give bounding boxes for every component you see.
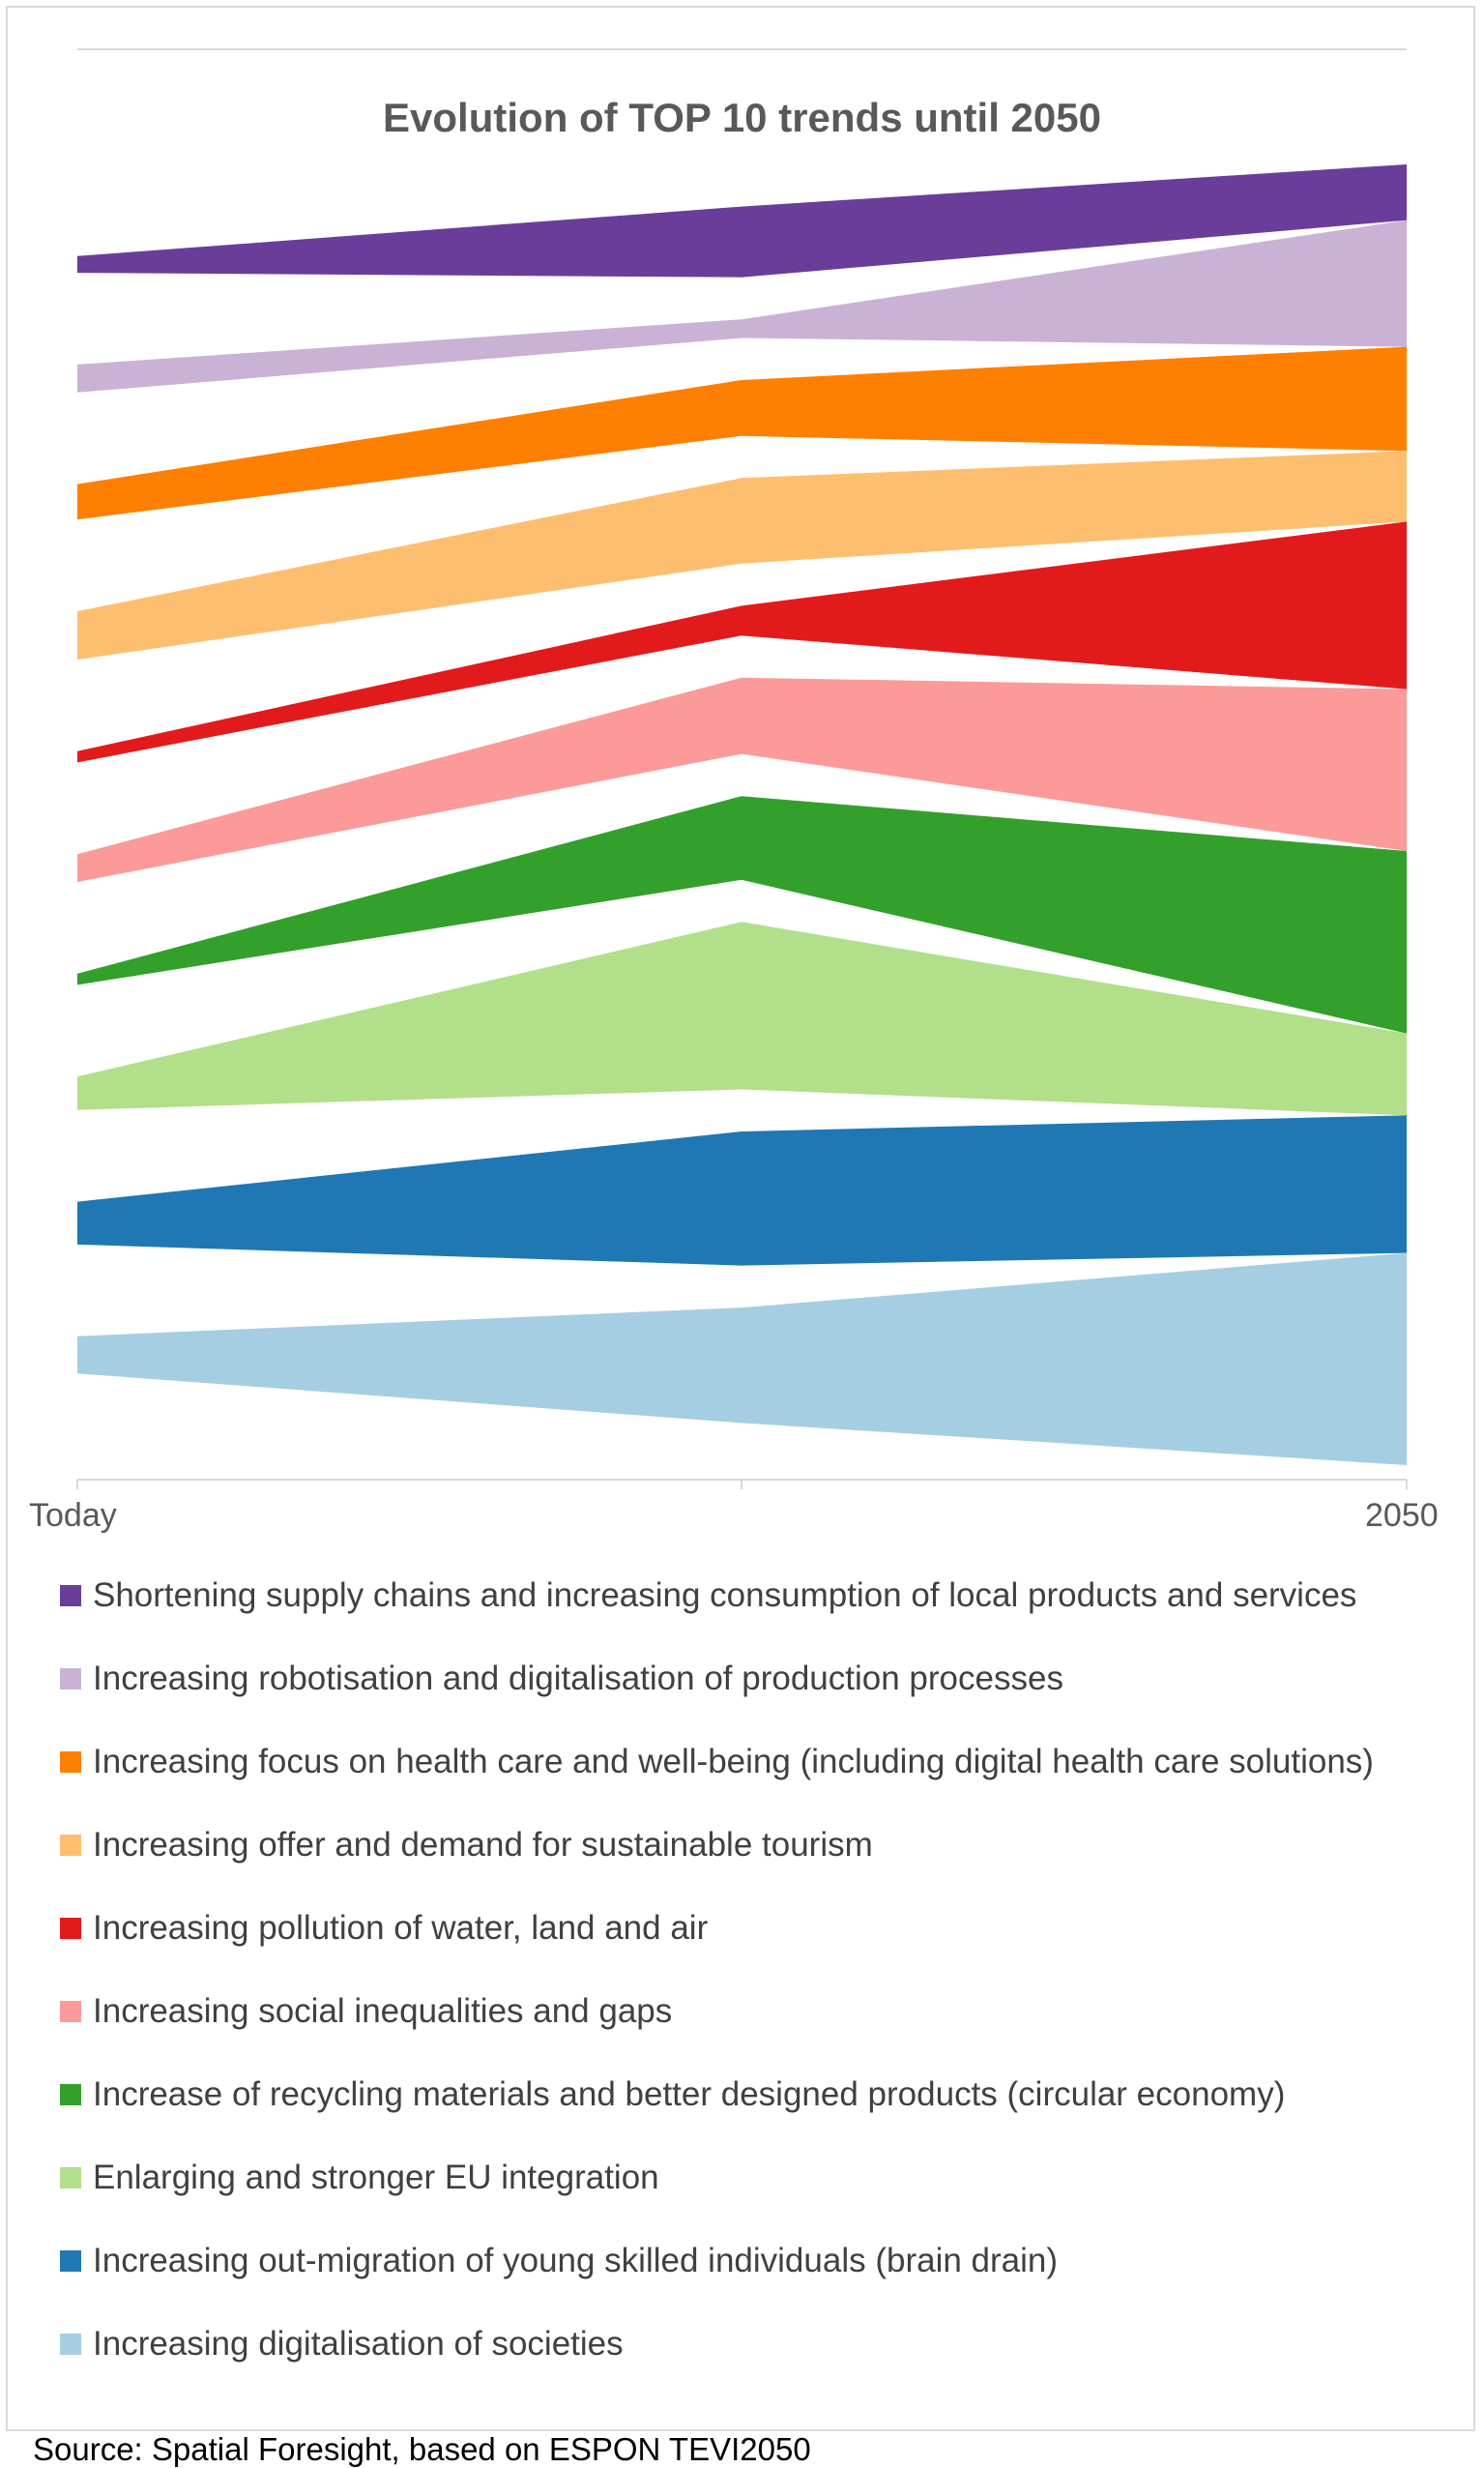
legend-label: Increasing offer and demand for sustaina… (93, 1826, 873, 1864)
legend-swatch (60, 2250, 81, 2272)
legend-swatch (60, 2167, 81, 2189)
legend-label: Increasing pollution of water, land and … (93, 1909, 709, 1947)
stream-band-10 (77, 1252, 1407, 1465)
legend-item-10: Increasing digitalisation of societies (60, 2325, 624, 2364)
legend-label: Increase of recycling materials and bett… (93, 2075, 1286, 2113)
legend-swatch (60, 1585, 81, 1606)
stream-band-6 (77, 677, 1407, 882)
legend-item-6: Increasing social inequalities and gaps (60, 1992, 672, 2031)
legend-label: Increasing digitalisation of societies (93, 2325, 624, 2363)
legend-swatch (60, 1668, 81, 1689)
legend-label: Increasing robotisation and digitalisati… (93, 1660, 1063, 1697)
stream-band-3 (77, 346, 1407, 520)
legend-label: Shortening supply chains and increasing … (93, 1576, 1357, 1614)
chart-title: Evolution of TOP 10 trends until 2050 (383, 95, 1101, 140)
legend-swatch (60, 1918, 81, 1939)
legend-swatch (60, 2334, 81, 2355)
x-tick-label-2050: 2050 (1365, 1497, 1439, 1534)
legend-swatch (60, 1751, 81, 1773)
legend-label: Increasing social inequalities and gaps (93, 1992, 673, 2030)
legend-label: Enlarging and stronger EU integration (93, 2159, 659, 2196)
legend-item-2: Increasing robotisation and digitalisati… (60, 1660, 1063, 1698)
legend-item-7: Increase of recycling materials and bett… (60, 2075, 1285, 2114)
legend-label: Increasing focus on health care and well… (93, 1743, 1374, 1780)
stream-band-8 (77, 922, 1407, 1116)
stream-band-5 (77, 521, 1407, 763)
legend-item-5: Increasing pollution of water, land and … (60, 1909, 708, 1948)
stream-band-2 (77, 220, 1407, 393)
legend-swatch (60, 1835, 81, 1856)
legend-item-4: Increasing offer and demand for sustaina… (60, 1826, 873, 1865)
legend-swatch (60, 2084, 81, 2105)
stream-band-4 (77, 451, 1407, 660)
top-rule (77, 48, 1407, 50)
stream-band-1 (77, 164, 1407, 278)
legend-item-8: Enlarging and stronger EU integration (60, 2159, 659, 2197)
x-tick-label-today: Today (29, 1497, 117, 1534)
legend-swatch (60, 2001, 81, 2022)
stream-band-7 (77, 796, 1407, 1034)
legend-item-1: Shortening supply chains and increasing … (60, 1576, 1356, 1615)
plot-area (76, 164, 1408, 1489)
legend-item-3: Increasing focus on health care and well… (60, 1743, 1374, 1781)
stream-band-9 (77, 1115, 1407, 1266)
legend-label: Increasing out-migration of young skille… (93, 2242, 1059, 2279)
source-note: Source: Spatial Foresight, based on ESPO… (33, 2431, 811, 2467)
legend-item-9: Increasing out-migration of young skille… (60, 2242, 1058, 2280)
